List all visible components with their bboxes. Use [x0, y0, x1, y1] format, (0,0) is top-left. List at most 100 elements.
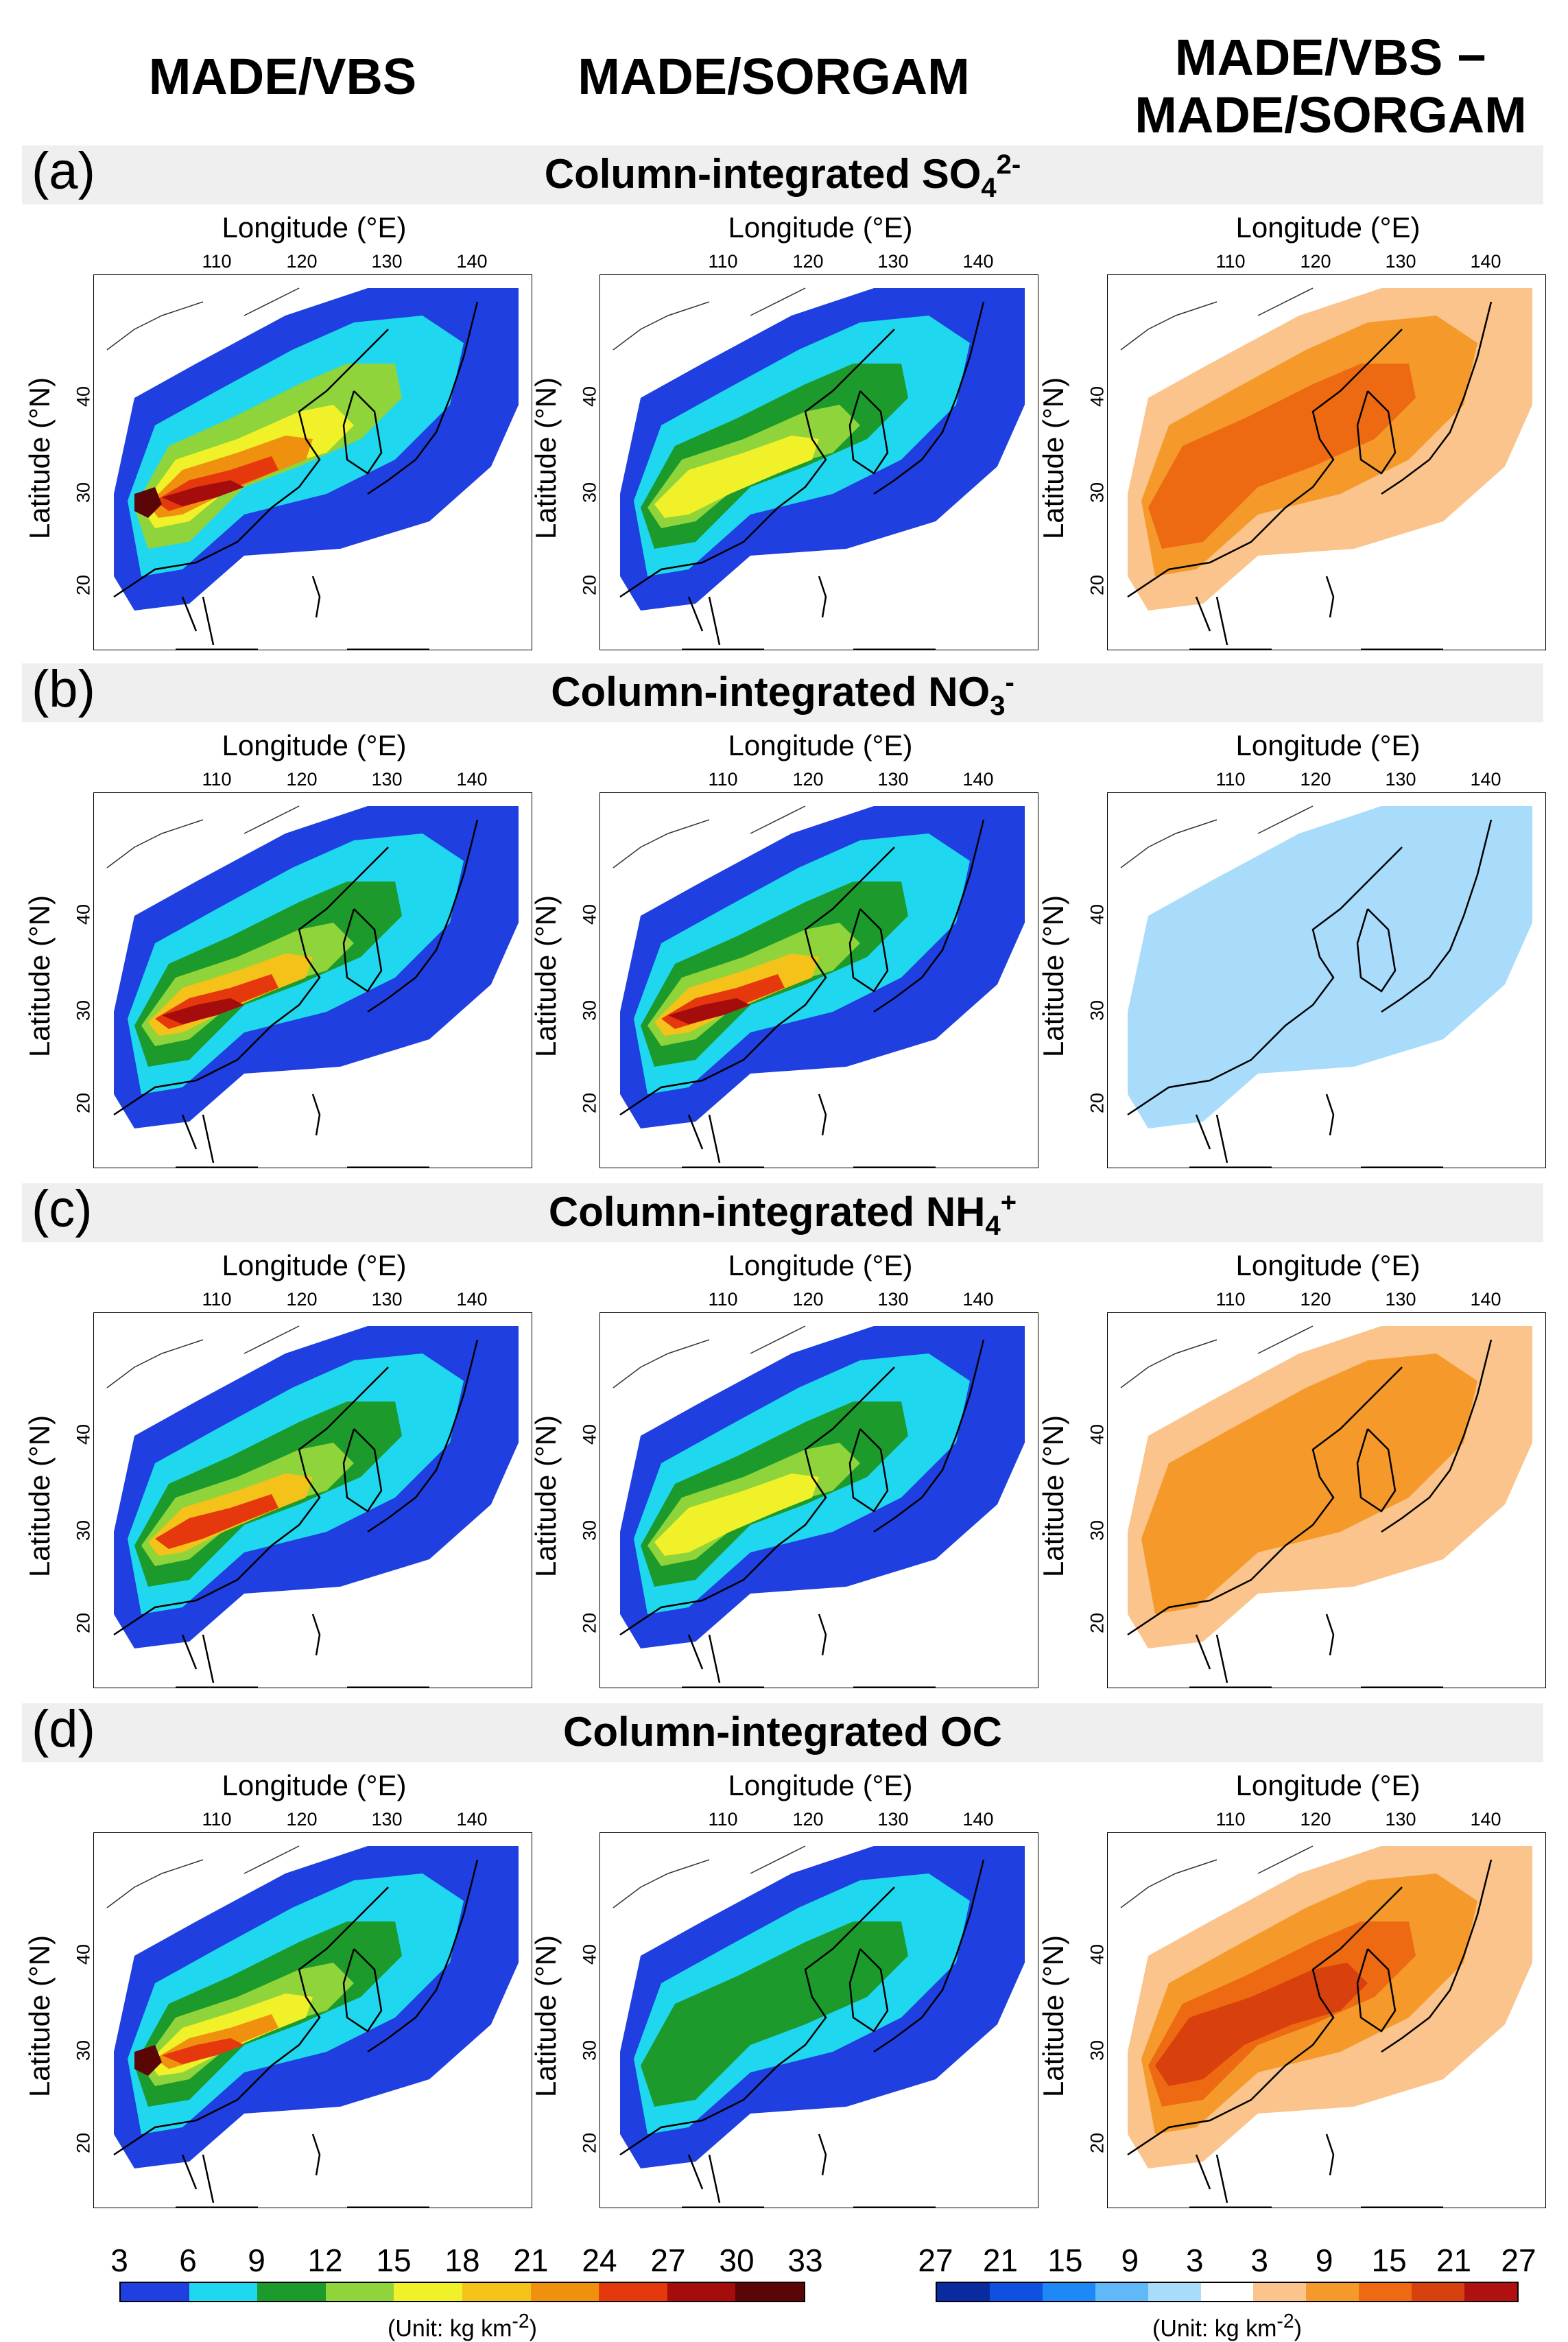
longitude-tick: 120 [286, 1289, 318, 1310]
coastline [613, 805, 985, 1163]
colorbar-difference-segment [1306, 2283, 1359, 2301]
peninsula-coast [1195, 2154, 1228, 2203]
japan-coast [367, 301, 479, 495]
concentration-field [620, 288, 1025, 611]
longitude-tick: 130 [1385, 769, 1416, 790]
colorbar-absolute-tick: 6 [179, 2243, 197, 2278]
peninsula-coast [687, 2154, 721, 2203]
latitude-label-text: Latitude (°N) [1037, 1415, 1069, 1578]
longitude-tick: 120 [792, 1289, 824, 1310]
longitude-label: Longitude (°E) [1235, 1769, 1421, 1801]
china-coast [619, 329, 895, 598]
latitude-tick: 30 [73, 1519, 94, 1541]
longitude-ticks: 110 120 130 140 [599, 1809, 1038, 1832]
map-panel-d-sorgam: Longitude (°E) 110 120 130 140 Latitude (°N) 4… [530, 1769, 1039, 2215]
latitude-tick: 30 [73, 1000, 94, 1021]
latitude-tick: 30 [1086, 482, 1108, 504]
colorbar-difference-segment [1464, 2283, 1517, 2301]
longitude-tick: 140 [1470, 1289, 1501, 1310]
latitude-label-text: Latitude (°N) [1037, 895, 1069, 1058]
map-area [1106, 274, 1547, 652]
latitude-label-text: Latitude (°N) [23, 1415, 56, 1578]
border-lines [613, 805, 806, 868]
colorbar-difference-segment [1148, 2283, 1201, 2301]
longitude-tick: 120 [792, 251, 824, 272]
longitude-tick: 130 [371, 769, 403, 790]
peninsula-coast [1195, 1634, 1228, 1683]
longitude-ticks: 110 120 130 140 [599, 769, 1038, 792]
row-title-subscript: 4 [985, 1211, 1001, 1241]
longitude-tick: 130 [371, 1809, 403, 1830]
concentration-field [620, 806, 1025, 1128]
latitude-tick: 20 [73, 574, 94, 596]
row-title: Column-integrated NO3- [22, 667, 1543, 722]
field-level-6 [162, 2038, 244, 2064]
border-lines [106, 287, 300, 351]
colorbar-difference-tick: 27 [918, 2243, 953, 2278]
coastline [613, 1325, 985, 1683]
longitude-label: Longitude (°E) [222, 729, 407, 761]
taiwan-coast [311, 2133, 321, 2176]
map-panel-a-vbs: Longitude (°E) 110 120 130 140 Latitude (°N) 4… [23, 211, 533, 657]
colorbar-absolute-tick: 3 [110, 2243, 128, 2278]
taiwan-coast [818, 2133, 827, 2176]
row-title-superscript: + [1000, 1187, 1017, 1218]
colorbar-difference-tick: 15 [1371, 2243, 1407, 2278]
latitude-label-text: Latitude (°N) [1037, 1935, 1069, 2098]
korea-coast [1356, 1428, 1397, 1513]
longitude-tick: 140 [456, 1289, 488, 1310]
map-area [93, 792, 533, 1170]
peninsula-coast [181, 2154, 215, 2203]
map-svg [1106, 1832, 1547, 2210]
colorbar-difference-segment [989, 2283, 1043, 2301]
taiwan-coast [311, 1613, 321, 1656]
colorbar-absolute-segment [530, 2283, 599, 2301]
longitude-tick: 120 [792, 1809, 824, 1830]
map-panel-b-diff: Longitude (°E) 110 120 130 140 Latitude (°N) 4… [1037, 729, 1547, 1175]
field-level-5 [155, 1494, 278, 1549]
coastline [106, 287, 479, 646]
longitude-ticks: 110 120 130 140 [1107, 769, 1546, 792]
latitude-tick: 20 [73, 1092, 94, 1114]
japan-coast [1381, 1859, 1493, 2053]
border-lines [1120, 805, 1314, 868]
concentration-field [114, 1326, 519, 1648]
colorbar-difference-segment [1042, 2283, 1095, 2301]
field-level-7 [134, 2045, 162, 2076]
longitude-tick: 110 [708, 1289, 738, 1310]
map-area [1106, 1832, 1547, 2210]
china-coast [619, 1886, 895, 2156]
peninsula-coast [181, 596, 215, 646]
longitude-tick: 110 [202, 1289, 232, 1310]
japan-coast [873, 1859, 985, 2053]
longitude-tick: 140 [456, 1809, 488, 1830]
map-area [599, 792, 1039, 1170]
colorbar-absolute-segment [121, 2283, 189, 2301]
peninsula-coast [687, 1634, 721, 1683]
colorbar-difference-ticks: 27 21 15 9 3 3 9 15 21 27 [918, 2242, 1536, 2278]
coastline [106, 805, 479, 1163]
concentration-field [114, 1846, 519, 2168]
longitude-ticks: 110 120 130 140 [93, 1809, 532, 1832]
longitude-tick: 130 [877, 769, 909, 790]
map-area [599, 1312, 1039, 1690]
map-area [93, 1832, 533, 2210]
longitude-tick: 120 [1300, 769, 1331, 790]
korea-coast [342, 390, 383, 475]
column-title-sorgam: MADE/SORGAM [578, 48, 970, 105]
longitude-tick: 110 [1215, 769, 1246, 790]
longitude-ticks: 110 120 130 140 [93, 251, 532, 274]
longitude-tick: 110 [202, 769, 232, 790]
map-svg [599, 1312, 1039, 1690]
china-coast [113, 1886, 389, 2156]
longitude-tick: 120 [1300, 1809, 1331, 1830]
colorbar-absolute-tick: 24 [582, 2243, 617, 2278]
colorbar-difference-segment [937, 2283, 990, 2301]
latitude-tick: 30 [579, 1000, 600, 1021]
latitude-tick: 40 [73, 1423, 94, 1445]
field-level-0 [1128, 806, 1532, 1128]
field-level-1 [1141, 1353, 1477, 1614]
row-title-subscript: 4 [981, 173, 997, 203]
row-title: Column-integrated NH4+ [22, 1187, 1543, 1242]
colorbar-difference-tick: 21 [982, 2243, 1019, 2278]
